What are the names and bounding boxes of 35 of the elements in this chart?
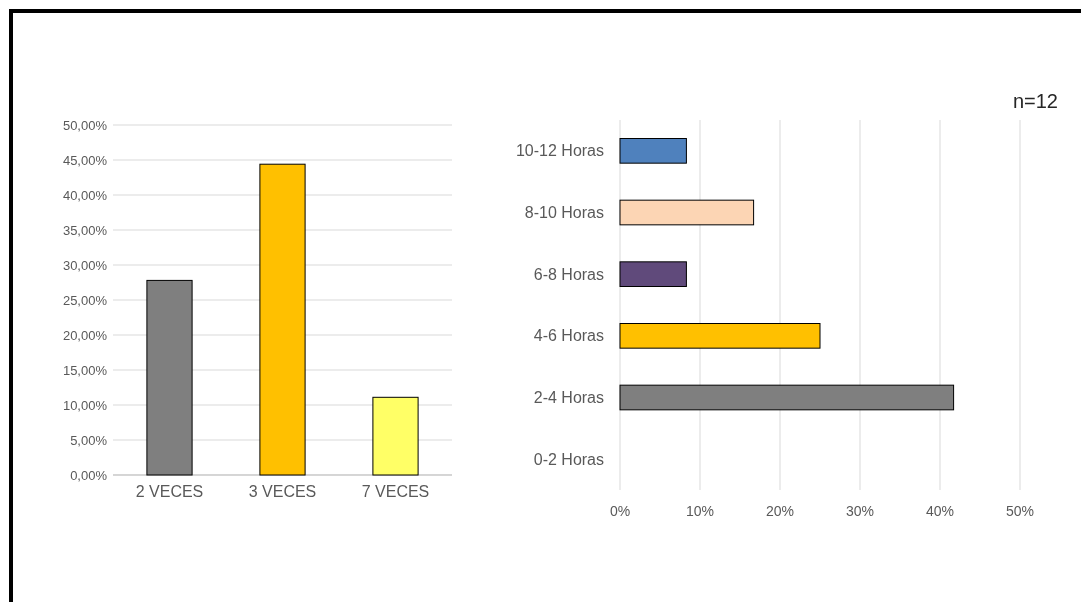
y-tick-label: 2-4 Horas [533,389,604,407]
x-tick-label: 10% [685,503,715,519]
y-tick-label: 50,00% [62,117,108,133]
y-tick-label: 45,00% [62,152,108,168]
y-tick-label: 0-2 Horas [533,450,604,468]
y-tick-label: 40,00% [62,187,108,203]
bar [619,323,821,349]
x-tick-label: 2 VECES [135,483,204,500]
x-tick-label: 3 VECES [248,483,317,500]
x-tick-label: 20% [765,503,795,519]
bar [619,138,687,164]
y-tick-label: 6-8 Horas [533,265,604,283]
bar [372,396,419,476]
y-tick-label: 20,00% [62,327,108,343]
bar [619,199,755,226]
x-tick-label: 50% [1005,503,1035,519]
x-tick-label: 40% [925,503,955,519]
y-tick-label: 5,00% [70,432,108,448]
bar [619,384,955,411]
y-tick-label: 0,00% [70,467,108,483]
x-tick-label: 0% [609,503,631,519]
y-tick-label: 35,00% [62,222,108,238]
y-tick-label: 10-12 Horas [515,142,604,160]
y-tick-label: 4-6 Horas [533,327,604,345]
y-tick-label: 25,00% [62,292,108,308]
y-tick-label: 15,00% [62,362,108,378]
bar [619,261,687,287]
bar [259,163,306,476]
x-tick-label: 7 VECES [361,483,430,500]
y-tick-label: 10,00% [62,397,108,413]
y-tick-label: 8-10 Horas [524,204,604,222]
bar [146,279,193,476]
text: n=12 [1012,90,1058,112]
x-tick-label: 30% [845,503,875,519]
y-tick-label: 30,00% [62,257,108,273]
